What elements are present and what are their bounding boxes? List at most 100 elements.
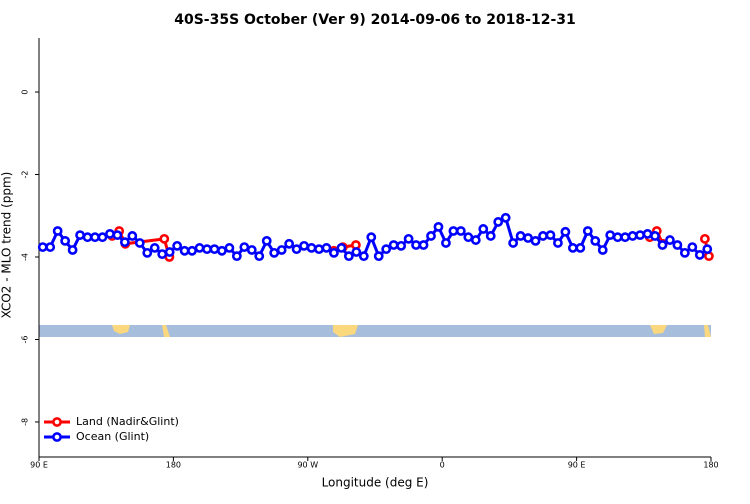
point [650, 231, 660, 241]
point [157, 249, 168, 259]
point [515, 231, 526, 241]
point [620, 232, 631, 243]
point [553, 238, 563, 248]
point [187, 245, 197, 256]
land-blob [704, 325, 711, 337]
point [172, 240, 183, 251]
point [119, 237, 130, 248]
point [45, 242, 56, 252]
x-tick-label: 180 [166, 461, 181, 470]
legend-label: Ocean (Glint) [76, 430, 149, 443]
land-blob [333, 325, 358, 337]
point [411, 240, 421, 250]
point [60, 236, 71, 246]
point [523, 233, 533, 243]
point [627, 231, 638, 241]
point [164, 247, 175, 257]
point [665, 235, 675, 245]
x-tick-label: 90 W [297, 461, 318, 470]
point [276, 245, 287, 255]
legend-marker [52, 417, 62, 427]
point [231, 251, 242, 262]
legend: Land (Nadir&Glint) Ocean (Glint) [44, 415, 179, 443]
y-tick-label: -2 [21, 171, 30, 179]
point [82, 232, 93, 243]
point [418, 240, 429, 250]
point [299, 240, 309, 251]
point [694, 250, 705, 260]
point [246, 245, 257, 255]
series [37, 212, 713, 262]
point [90, 232, 100, 243]
point [433, 221, 444, 232]
point [261, 236, 272, 246]
land-blob [112, 325, 130, 334]
point [530, 236, 541, 246]
point [149, 243, 160, 253]
y-tick-label: 0 [21, 89, 30, 94]
point [702, 244, 713, 255]
x-tick-label: 180 [703, 461, 718, 470]
point [194, 243, 205, 253]
point [441, 238, 451, 248]
legend-label: Land (Nadir&Glint) [76, 415, 179, 428]
point [336, 243, 347, 253]
point [699, 233, 710, 244]
point [217, 245, 227, 256]
point [426, 231, 436, 241]
point [575, 243, 586, 253]
point [597, 245, 608, 255]
point [403, 233, 414, 244]
x-tick-label: 90 E [30, 461, 48, 470]
point [366, 232, 377, 243]
point [159, 233, 170, 244]
chart-title: 40S-35S October (Ver 9) 2014-09-06 to 20… [174, 12, 576, 28]
point [351, 247, 362, 257]
point [679, 247, 690, 258]
point [52, 226, 63, 236]
point [635, 230, 645, 241]
point [493, 217, 504, 227]
point [343, 251, 354, 262]
point [239, 242, 250, 252]
point [672, 240, 683, 250]
point [291, 244, 302, 255]
land-strip [39, 325, 711, 337]
point [485, 231, 496, 241]
point [202, 244, 212, 255]
point [612, 232, 623, 243]
point [560, 226, 571, 237]
point [105, 228, 115, 239]
point [567, 243, 578, 253]
point [321, 243, 332, 253]
point [463, 232, 474, 243]
point [582, 226, 593, 236]
point [97, 232, 108, 243]
point [500, 212, 511, 223]
point [396, 240, 407, 251]
land-blob [162, 325, 170, 337]
point [75, 230, 85, 241]
x-axis-label: Longitude (deg E) [322, 476, 429, 490]
point [254, 251, 265, 262]
point [224, 243, 235, 253]
point [112, 230, 123, 241]
point [269, 247, 280, 258]
point [314, 244, 324, 255]
x-tick-label: 90 E [568, 461, 586, 470]
point [127, 231, 138, 241]
y-axis-label: XCO2 - MLO trend (ppm) [0, 172, 14, 319]
point [373, 251, 384, 262]
point [209, 244, 220, 255]
point [657, 240, 668, 250]
x-tick-label: 0 [440, 461, 445, 470]
point [470, 235, 481, 245]
y-tick-label: -4 [21, 253, 30, 261]
point [538, 231, 548, 241]
point [134, 238, 145, 248]
point [605, 230, 616, 241]
point [179, 245, 190, 256]
point [381, 244, 392, 255]
legend-marker [52, 432, 62, 442]
